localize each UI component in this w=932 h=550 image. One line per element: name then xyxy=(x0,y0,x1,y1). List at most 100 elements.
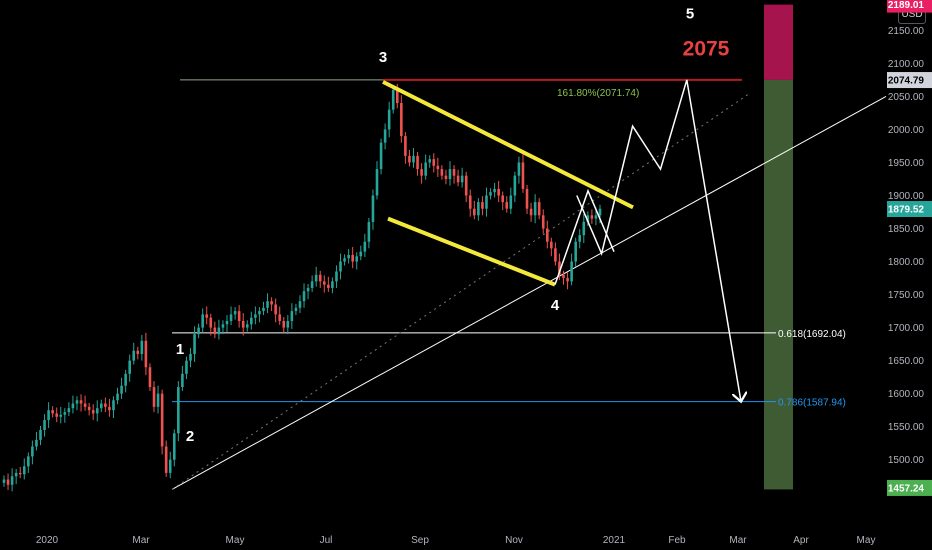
candle-body xyxy=(343,258,346,262)
price-tick-label: 1850.00 xyxy=(888,224,925,235)
candle-body xyxy=(298,301,302,308)
trendline-extension xyxy=(171,92,751,490)
price-tick-label: 1550.00 xyxy=(888,422,925,433)
candle-body xyxy=(566,278,569,282)
candle-body xyxy=(404,136,407,156)
candle-body xyxy=(302,291,306,302)
candle-body xyxy=(18,472,22,475)
price-badge xyxy=(887,72,932,89)
candle-body xyxy=(225,320,229,325)
candle-body xyxy=(181,373,184,388)
candle-body xyxy=(75,400,79,404)
price-tick-label: 1600.00 xyxy=(888,389,925,400)
candle-body xyxy=(237,311,241,321)
wave4-subwave-path xyxy=(554,188,615,285)
candle-body xyxy=(529,208,533,216)
candle-body xyxy=(136,350,140,355)
candle-body xyxy=(408,155,411,163)
candle-body xyxy=(148,367,152,388)
candle-body xyxy=(140,340,144,355)
candle-body xyxy=(233,311,237,315)
price-tick-label: 1900.00 xyxy=(888,191,925,202)
candle-body xyxy=(87,406,91,411)
candle-body xyxy=(477,202,480,216)
candle-body xyxy=(67,408,71,413)
price-badge xyxy=(887,479,932,496)
candle-body xyxy=(452,169,456,176)
candle-body xyxy=(229,314,233,321)
price-badge-label: 1457.24 xyxy=(888,483,925,494)
candle-body xyxy=(258,311,261,315)
candle-body xyxy=(112,400,115,411)
candle-body xyxy=(590,215,594,219)
candle-body xyxy=(31,446,34,457)
price-badge-label: 2074.79 xyxy=(888,76,925,87)
candle-body xyxy=(160,393,164,447)
candle-body xyxy=(424,162,427,176)
candle-body xyxy=(562,274,565,279)
candle-body xyxy=(71,403,75,409)
candle-body xyxy=(254,314,257,318)
candle-body xyxy=(205,314,209,318)
candle-body xyxy=(83,403,87,407)
candle-body xyxy=(59,414,63,417)
price-badge-label: 1879.52 xyxy=(888,205,925,216)
candle-body xyxy=(327,284,330,288)
candle-body xyxy=(521,162,525,189)
candle-body xyxy=(558,261,561,275)
candle-body xyxy=(537,202,541,216)
candle-body xyxy=(355,256,359,262)
candle-body xyxy=(132,350,136,361)
price-tick-label: 1750.00 xyxy=(888,290,925,301)
candle-body xyxy=(10,476,14,485)
candle-body xyxy=(278,314,282,321)
candle-body xyxy=(241,320,245,328)
candle-body xyxy=(594,215,598,219)
date-tick-label: Sep xyxy=(411,535,429,546)
candle-body xyxy=(318,274,322,282)
candle-body xyxy=(574,241,577,262)
candle-body xyxy=(468,195,472,209)
candle-body xyxy=(432,159,436,166)
candle-body xyxy=(448,169,452,179)
price-tick-label: 2150.00 xyxy=(888,26,925,37)
candle-body xyxy=(270,301,273,305)
wave-label-4: 4 xyxy=(551,297,560,314)
candle-body xyxy=(331,281,334,288)
candle-body xyxy=(152,387,156,407)
price-tick-label: 1500.00 xyxy=(888,455,925,466)
candle-body xyxy=(359,251,363,257)
candle-body xyxy=(217,327,221,335)
candle-body xyxy=(444,175,448,179)
candle-body xyxy=(383,129,387,143)
date-tick-label: Jul xyxy=(320,535,333,546)
price-tick-label: 1650.00 xyxy=(888,356,925,367)
date-tick-label: Mar xyxy=(729,535,747,546)
candle-body xyxy=(473,208,476,216)
wave-label-2: 2 xyxy=(186,428,194,445)
candle-body xyxy=(43,420,46,430)
price-tick-label: 1950.00 xyxy=(888,158,925,169)
candle-body xyxy=(379,142,383,170)
candle-body xyxy=(14,472,18,477)
candle-body xyxy=(39,429,42,440)
candle-body xyxy=(533,202,537,216)
candle-body xyxy=(51,410,54,414)
candle-body xyxy=(104,403,107,407)
candle-body xyxy=(35,439,38,447)
candle-body xyxy=(262,307,265,312)
candle-body xyxy=(460,175,464,183)
candle-body xyxy=(598,208,602,216)
candle-body xyxy=(6,479,10,485)
candle-body xyxy=(250,317,253,325)
candle-body xyxy=(395,89,399,104)
candle-body xyxy=(168,459,172,473)
candle-body xyxy=(586,215,590,222)
candle-body xyxy=(100,403,103,409)
candle-body xyxy=(464,175,468,196)
price-tick-label: 1800.00 xyxy=(888,257,925,268)
candle-body xyxy=(489,192,492,196)
candle-body xyxy=(363,241,367,252)
candle-body xyxy=(124,373,127,386)
